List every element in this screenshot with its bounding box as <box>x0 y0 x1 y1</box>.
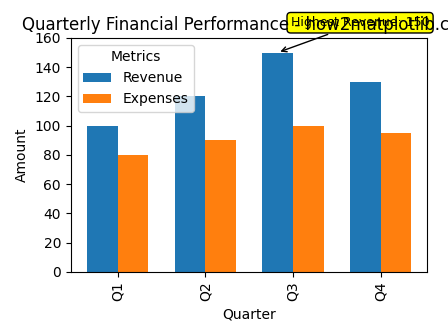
Bar <box>293 126 323 272</box>
Title: Quarterly Financial Performance - how2matplotlib.com: Quarterly Financial Performance - how2ma… <box>22 15 448 34</box>
Bar <box>380 133 411 272</box>
Legend: Revenue, Expenses: Revenue, Expenses <box>78 45 194 112</box>
Y-axis label: Amount: Amount <box>15 128 29 182</box>
Bar <box>350 82 380 272</box>
X-axis label: Quarter: Quarter <box>222 307 276 321</box>
Bar <box>118 155 148 272</box>
Bar <box>175 96 205 272</box>
Bar <box>262 52 293 272</box>
Text: Highest Revenue: 150: Highest Revenue: 150 <box>282 16 429 52</box>
Bar <box>87 126 118 272</box>
Bar <box>205 140 236 272</box>
